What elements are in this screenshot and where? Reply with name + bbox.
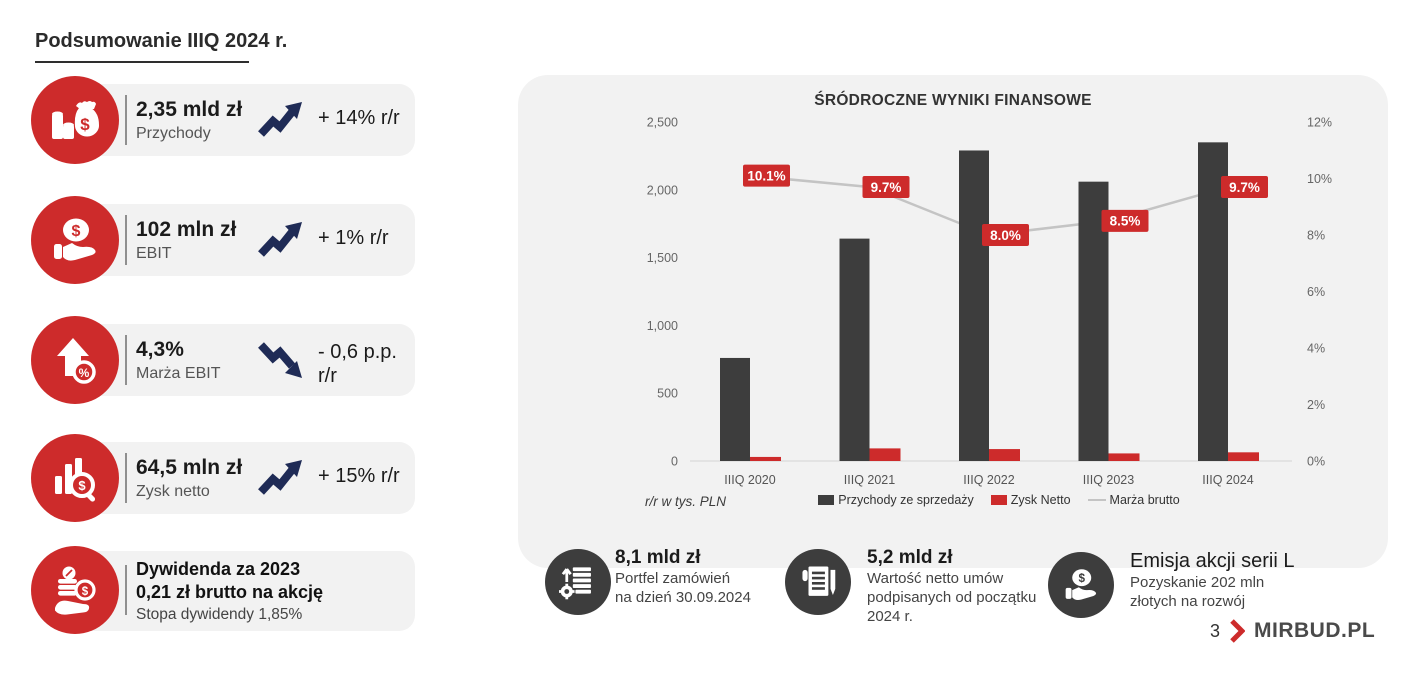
- svg-text:IIIQ 2024: IIIQ 2024: [1202, 473, 1253, 487]
- info-title: 5,2 mld zł: [867, 547, 953, 568]
- contract-pen-icon: [785, 549, 851, 615]
- svg-text:9.7%: 9.7%: [1229, 180, 1260, 195]
- kpi-label: Zysk netto: [136, 483, 210, 500]
- legend-item-przychody: Przychody ze sprzedaży: [818, 493, 974, 507]
- kpi-change: + 1% r/r: [318, 227, 389, 249]
- info-line: na dzień 30.09.2024: [615, 589, 751, 606]
- dividend-subtitle: Stopa dywidendy 1,85%: [136, 606, 303, 623]
- chart-panel: ŚRÓDROCZNE WYNIKI FINANSOWE 0 500 1,000 1,5…: [518, 75, 1388, 568]
- kpi-label: Przychody: [136, 125, 211, 142]
- page-title: Podsumowanie IIIQ 2024 r.: [35, 30, 288, 52]
- svg-text:2,500: 2,500: [647, 116, 678, 130]
- svg-text:2,000: 2,000: [647, 183, 678, 197]
- bar-swatch-red: [990, 495, 1007, 505]
- kpi-change: - 0,6 p.p. r/r: [318, 341, 397, 387]
- trend-up-icon: [257, 220, 305, 260]
- footer: 3 MIRBUD.PL: [1210, 619, 1375, 643]
- chart-legend: Przychody ze sprzedaży Zysk Netto Marża …: [518, 493, 1388, 507]
- coins-hand-icon: $: [31, 546, 119, 634]
- svg-text:$: $: [1078, 572, 1085, 585]
- divider: [125, 453, 127, 503]
- svg-text:10%: 10%: [1307, 172, 1332, 186]
- hand-dollar-icon: $: [1048, 552, 1114, 618]
- kpi-card-bg: [65, 551, 415, 631]
- trend-up-icon: [257, 100, 305, 140]
- svg-text:500: 500: [657, 387, 678, 401]
- divider: [125, 335, 127, 385]
- svg-text:IIIQ 2022: IIIQ 2022: [963, 473, 1014, 487]
- divider: [125, 95, 127, 145]
- divider: [125, 565, 127, 615]
- kpi-card-przychody: $ 2,35 mld zł Przychody + 14% r/r: [31, 76, 415, 164]
- kpi-value: 102 mln zł: [136, 218, 237, 241]
- svg-text:12%: 12%: [1307, 116, 1332, 130]
- kpi-label: EBIT: [136, 245, 172, 262]
- svg-text:1,500: 1,500: [647, 251, 678, 265]
- svg-text:0%: 0%: [1307, 455, 1325, 469]
- brand-logo-text: MIRBUD.PL: [1254, 619, 1376, 642]
- info-line: Pozyskanie 202 mln: [1130, 574, 1265, 591]
- svg-text:2%: 2%: [1307, 398, 1325, 412]
- svg-text:8.0%: 8.0%: [990, 228, 1021, 243]
- dividend-title-line1: Dywidenda za 2023: [136, 559, 301, 579]
- kpi-card-dywidenda: $ Dywidenda za 2023 0,21 zł brutto na ak…: [31, 546, 415, 634]
- arrow-percent-icon: %: [31, 316, 119, 404]
- legend-item-zysk-netto: Zysk Netto: [990, 493, 1071, 507]
- svg-text:%: %: [79, 366, 90, 380]
- money-bag-icon: $: [31, 76, 119, 164]
- title-underline: [35, 61, 249, 63]
- chevron-right-icon: [1229, 619, 1246, 643]
- financial-results-chart: 0 500 1,000 1,500 2,000 2,500 0% 2% 4% 6% 8% 10% 12%…: [647, 116, 1332, 488]
- trend-up-icon: [257, 458, 305, 498]
- dividend-title-line2: 0,21 zł brutto na akcję: [136, 582, 324, 602]
- kpi-label: Marża EBIT: [136, 365, 221, 382]
- chart-footnote: r/r w tys. PLN: [645, 494, 727, 509]
- kpi-card-bg: [65, 204, 415, 276]
- page-number: 3: [1210, 620, 1221, 641]
- svg-text:10.1%: 10.1%: [747, 168, 785, 183]
- info-line: 2024 r.: [867, 608, 913, 625]
- kpi-value: 64,5 mln zł: [136, 456, 243, 479]
- svg-text:8.5%: 8.5%: [1110, 214, 1141, 229]
- legend-item-marza-brutto: Marża brutto: [1087, 493, 1180, 507]
- kpi-card-bg: [65, 84, 415, 156]
- svg-text:$: $: [72, 223, 81, 240]
- info-title: 8,1 mld zł: [615, 547, 701, 568]
- info-line: złotych na rozwój: [1130, 593, 1246, 610]
- svg-text:0: 0: [671, 455, 678, 469]
- order-stack-icon: [545, 549, 611, 615]
- svg-text:IIIQ 2023: IIIQ 2023: [1083, 473, 1134, 487]
- kpi-card-bg: [65, 324, 415, 396]
- svg-text:$: $: [82, 586, 89, 598]
- bar-swatch-dark: [818, 495, 835, 505]
- kpi-value: 2,35 mld zł: [136, 98, 243, 121]
- kpi-value: 4,3%: [136, 338, 184, 361]
- svg-text:IIIQ 2020: IIIQ 2020: [724, 473, 775, 487]
- kpi-change: + 14% r/r: [318, 107, 400, 129]
- svg-text:$: $: [78, 478, 86, 493]
- chart-title: ŚRÓDROCZNE WYNIKI FINANSOWE: [814, 92, 1092, 109]
- svg-text:$: $: [80, 115, 90, 134]
- line-swatch-gray: [1087, 498, 1106, 502]
- kpi-change: + 15% r/r: [318, 465, 400, 487]
- svg-text:1,000: 1,000: [647, 319, 678, 333]
- svg-text:IIIQ 2021: IIIQ 2021: [844, 473, 895, 487]
- svg-text:8%: 8%: [1307, 229, 1325, 243]
- info-title: Emisja akcji serii L: [1130, 550, 1295, 572]
- chart-magnifier-icon: $: [31, 434, 119, 522]
- info-line: Wartość netto umów: [867, 570, 1004, 587]
- hand-dollar-icon: $: [31, 196, 119, 284]
- kpi-card-marza-ebit: % 4,3% Marża EBIT - 0,6 p.p. r/r: [31, 316, 415, 404]
- kpi-card-bg: [65, 442, 415, 514]
- kpi-card-zysk-netto: $ 64,5 mln zł Zysk netto + 15% r/r: [31, 434, 415, 522]
- kpi-card-ebit: $ 102 mln zł EBIT + 1% r/r: [31, 196, 415, 284]
- divider: [125, 215, 127, 265]
- info-line: podpisanych od początku: [867, 589, 1037, 606]
- trend-down-icon: [257, 340, 305, 380]
- info-line: Portfel zamówień: [615, 570, 731, 587]
- svg-text:6%: 6%: [1307, 285, 1325, 299]
- svg-text:4%: 4%: [1307, 342, 1325, 356]
- svg-text:9.7%: 9.7%: [871, 180, 902, 195]
